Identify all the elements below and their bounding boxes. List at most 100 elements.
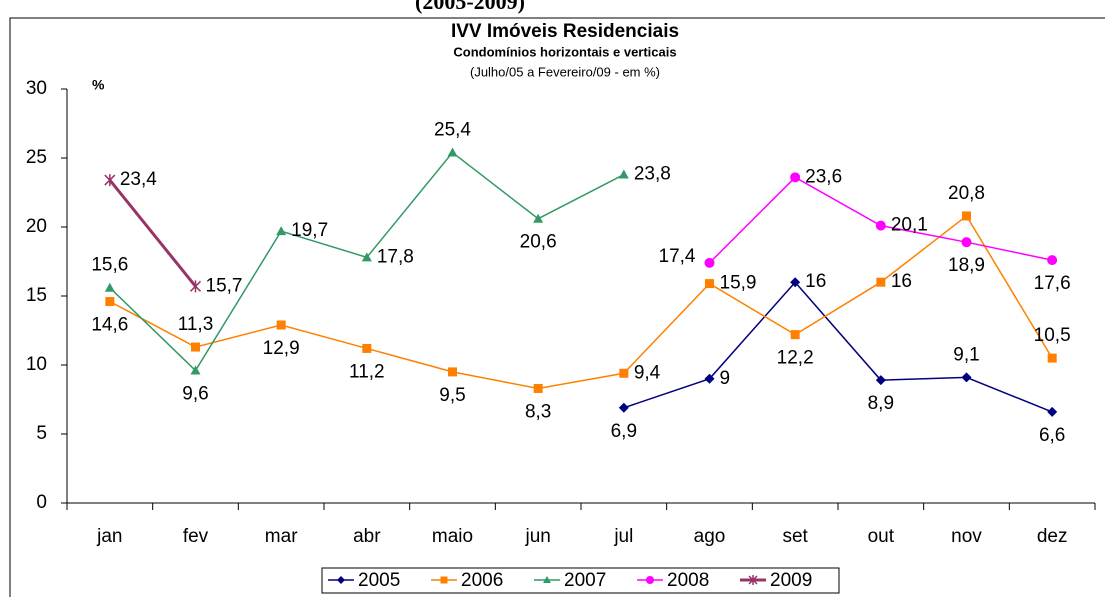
- marker: [875, 375, 886, 386]
- data-label: 18,9: [948, 255, 985, 276]
- x-tick-label: maio: [432, 526, 473, 547]
- marker: [1047, 353, 1057, 363]
- marker: [190, 365, 201, 375]
- x-tick-label: dez: [1037, 526, 1068, 547]
- marker: [619, 368, 629, 378]
- x-tick-label: ago: [694, 526, 726, 547]
- data-label: 12,2: [777, 348, 814, 369]
- data-label: 17,6: [1034, 273, 1071, 294]
- x-tick-label: jun: [524, 526, 550, 547]
- data-label: 20,1: [891, 215, 928, 236]
- marker: [105, 297, 115, 307]
- marker: [191, 342, 200, 352]
- data-label: 8,3: [525, 401, 551, 422]
- marker: [533, 213, 544, 223]
- x-tick-label: jul: [613, 526, 633, 547]
- data-label: 9: [720, 368, 731, 389]
- data-label: 15,6: [91, 255, 128, 276]
- marker: [790, 172, 801, 183]
- data-label: 8,9: [868, 393, 894, 414]
- legend-label: 2008: [667, 570, 709, 591]
- y-tick-label: 15: [26, 285, 47, 306]
- data-label: 25,4: [434, 119, 471, 140]
- data-label: 9,4: [634, 362, 661, 383]
- marker: [104, 174, 116, 187]
- marker: [875, 220, 886, 231]
- marker: [189, 280, 202, 293]
- data-label: 23,6: [805, 166, 842, 187]
- data-label: 16: [805, 271, 826, 292]
- x-tick-label: out: [868, 526, 895, 547]
- marker: [104, 282, 115, 292]
- data-label: 11,3: [178, 314, 214, 335]
- y-tick-label: 25: [26, 147, 47, 168]
- x-tick-label: abr: [353, 526, 381, 547]
- data-label: 10,5: [1034, 325, 1071, 346]
- legend-label: 2009: [770, 570, 812, 591]
- x-tick-label: fev: [183, 526, 209, 547]
- chart-subtitle: Condomínios horizontais e verticais: [453, 44, 676, 59]
- header: (2005-2009): [415, 0, 525, 14]
- chart-note: (Julho/05 a Fevereiro/09 - em %): [470, 64, 660, 79]
- data-label: 6,9: [611, 421, 637, 442]
- y-tick-label: 10: [26, 354, 47, 375]
- data-label: 11,2: [349, 361, 385, 382]
- marker: [876, 277, 886, 287]
- y-tick-label: 0: [36, 492, 47, 513]
- marker: [337, 576, 345, 584]
- legend-label: 2006: [461, 570, 503, 591]
- marker: [543, 576, 551, 583]
- data-label: 9,5: [439, 385, 465, 406]
- legend: 2005 2006 2007 2008 2009: [321, 567, 840, 594]
- marker: [440, 576, 448, 584]
- data-label: 6,6: [1039, 425, 1065, 446]
- marker: [646, 576, 654, 584]
- data-label: 9,1: [953, 344, 979, 365]
- marker: [447, 147, 458, 157]
- marker: [533, 383, 543, 393]
- marker: [448, 367, 457, 377]
- series-line: [708, 176, 1053, 264]
- x-tick-label: mar: [265, 526, 298, 547]
- legend-label: 2005: [358, 570, 400, 591]
- data-label: 15,9: [720, 273, 757, 294]
- marker: [704, 373, 715, 384]
- series-line: [108, 179, 197, 288]
- series-line: [623, 281, 1053, 413]
- x-tick-label: jan: [96, 526, 122, 547]
- y-axis-label: %: [92, 77, 105, 93]
- marker: [1047, 406, 1058, 417]
- marker: [618, 169, 629, 179]
- y-tick-label: 20: [26, 216, 47, 237]
- data-label: 23,4: [120, 169, 157, 190]
- marker: [1047, 255, 1058, 266]
- series-line: [109, 151, 625, 372]
- marker: [361, 252, 372, 262]
- data-label: 19,7: [291, 220, 328, 241]
- series-line: [109, 214, 1053, 390]
- data-label: 9,6: [182, 384, 208, 405]
- marker: [276, 226, 287, 236]
- data-label: 20,6: [520, 232, 557, 253]
- legend-label: 2007: [564, 570, 606, 591]
- marker: [276, 320, 286, 330]
- x-tick-label: nov: [951, 526, 982, 547]
- marker: [704, 257, 715, 268]
- y-tick-label: 30: [26, 78, 47, 99]
- chart-title: IVV Imóveis Residenciais: [451, 21, 679, 42]
- marker: [362, 343, 372, 353]
- data-label: 16: [891, 271, 912, 292]
- chart-border: [9, 17, 1105, 597]
- marker: [790, 330, 800, 340]
- data-label: 17,8: [377, 246, 414, 267]
- marker: [748, 575, 758, 585]
- marker: [961, 372, 972, 383]
- marker: [618, 402, 629, 413]
- data-label: 15,7: [206, 275, 243, 296]
- data-label: 17,4: [659, 246, 696, 267]
- data-label: 23,8: [634, 164, 671, 185]
- marker: [961, 237, 972, 248]
- data-label: 14,6: [91, 315, 128, 336]
- marker: [962, 211, 971, 221]
